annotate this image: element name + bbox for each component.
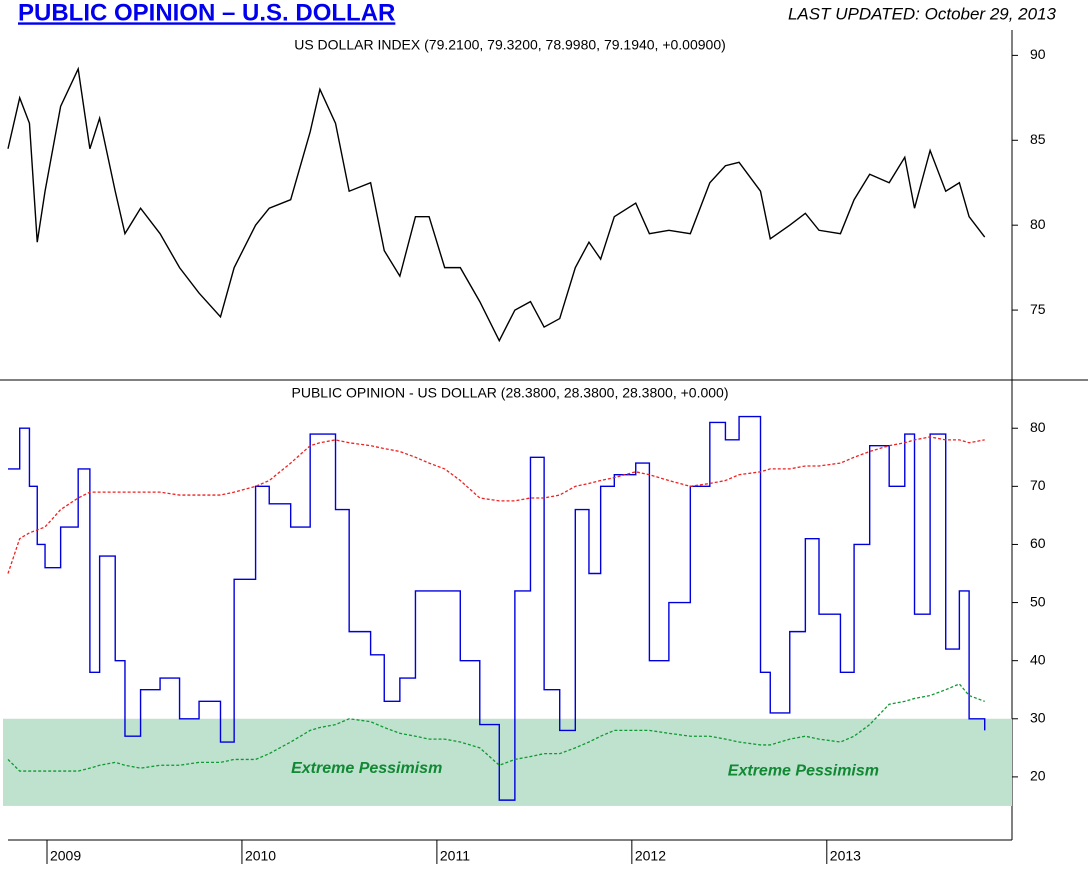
x-tick-label: 2010 [245,848,276,864]
y-tick-label: 20 [1030,768,1046,784]
y-tick-label: 85 [1030,131,1046,147]
y-tick-label: 40 [1030,651,1046,667]
annotation: Extreme Pessimism [728,762,879,779]
y-tick-label: 90 [1030,46,1046,62]
last-updated: LAST UPDATED: October 29, 2013 [788,4,1057,23]
panel-title: PUBLIC OPINION - US DOLLAR (28.3800, 28.… [292,385,729,401]
series-line [8,415,986,801]
series-line [7,436,985,574]
x-tick-label: 2013 [830,848,861,864]
y-tick-label: 75 [1030,301,1046,317]
x-tick-label: 2011 [440,848,470,864]
panel-title: US DOLLAR INDEX (79.2100, 79.3200, 78.99… [294,37,726,53]
x-tick-label: 2009 [50,848,81,864]
x-tick-label: 2012 [635,848,666,864]
y-tick-label: 80 [1030,419,1046,435]
y-tick-label: 30 [1030,709,1046,725]
y-tick-label: 80 [1030,216,1046,232]
y-tick-label: 60 [1030,535,1046,551]
page-title: PUBLIC OPINION – U.S. DOLLAR [18,0,395,26]
series-line [7,683,985,772]
y-tick-label: 50 [1030,593,1046,609]
y-tick-label: 70 [1030,477,1046,493]
series-line [7,66,986,343]
annotation: Extreme Pessimism [291,760,442,777]
